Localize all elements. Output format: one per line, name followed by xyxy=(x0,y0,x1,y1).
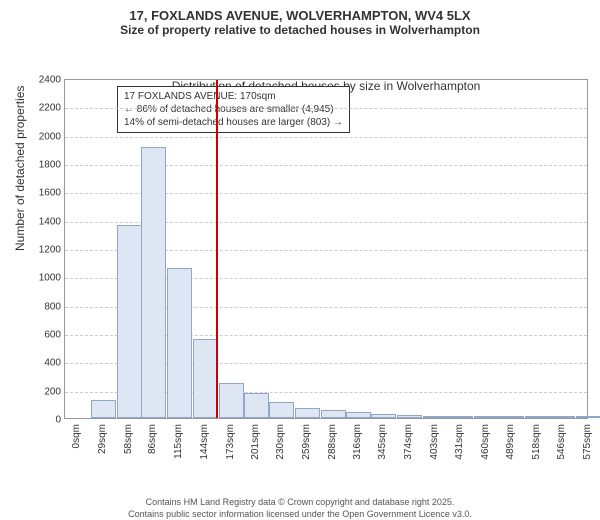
y-tick-label: 0 xyxy=(31,415,61,426)
histogram-bar xyxy=(576,416,600,418)
y-tick-label: 2200 xyxy=(31,103,61,114)
histogram-bar xyxy=(474,416,499,418)
plot-region: 17 FOXLANDS AVENUE: 170sqm ← 86% of deta… xyxy=(64,79,588,419)
y-tick-label: 1400 xyxy=(31,216,61,227)
y-tick-label: 2000 xyxy=(31,131,61,142)
chart-subtitle: Size of property relative to detached ho… xyxy=(10,23,590,37)
histogram-bar xyxy=(269,402,294,418)
histogram-bar xyxy=(499,416,524,418)
histogram-bar xyxy=(295,408,320,418)
histogram-bar xyxy=(141,147,166,418)
y-axis-label: Number of detached properties xyxy=(13,86,27,251)
footer-line1: Contains HM Land Registry data © Crown c… xyxy=(10,497,590,509)
chart-title: 17, FOXLANDS AVENUE, WOLVERHAMPTON, WV4 … xyxy=(10,8,590,23)
y-tick-label: 1200 xyxy=(31,245,61,256)
y-tick-label: 1000 xyxy=(31,273,61,284)
y-tick-label: 800 xyxy=(31,301,61,312)
annotation-line3: 14% of semi-detached houses are larger (… xyxy=(124,116,343,129)
annotation-box: 17 FOXLANDS AVENUE: 170sqm ← 86% of deta… xyxy=(117,86,350,133)
y-tick-label: 400 xyxy=(31,358,61,369)
marker-line xyxy=(216,80,218,418)
annotation-line1: 17 FOXLANDS AVENUE: 170sqm xyxy=(124,90,343,103)
histogram-bar xyxy=(91,400,116,418)
chart-container: 17, FOXLANDS AVENUE, WOLVERHAMPTON, WV4 … xyxy=(0,0,600,500)
histogram-bar xyxy=(423,416,448,418)
footer-line2: Contains public sector information licen… xyxy=(10,509,590,520)
annotation-line2: ← 86% of detached houses are smaller (4,… xyxy=(124,103,343,116)
chart-area: Number of detached properties 17 FOXLAND… xyxy=(64,79,588,449)
histogram-bar xyxy=(193,339,218,418)
histogram-bar xyxy=(321,410,346,418)
histogram-bar xyxy=(397,415,422,418)
footer-text: Contains HM Land Registry data © Crown c… xyxy=(10,497,590,520)
histogram-bar xyxy=(244,393,269,418)
y-tick-label: 1600 xyxy=(31,188,61,199)
histogram-bar xyxy=(525,416,550,418)
histogram-bar xyxy=(550,416,575,418)
y-tick-label: 2400 xyxy=(31,75,61,86)
gridline xyxy=(65,137,587,138)
histogram-bar xyxy=(371,414,396,418)
y-tick-label: 600 xyxy=(31,330,61,341)
histogram-bar xyxy=(117,225,142,418)
histogram-bar xyxy=(346,412,371,418)
histogram-bar xyxy=(219,383,244,418)
y-tick-label: 1800 xyxy=(31,160,61,171)
gridline xyxy=(65,108,587,109)
histogram-bar xyxy=(167,268,192,418)
y-tick-label: 200 xyxy=(31,386,61,397)
histogram-bar xyxy=(448,416,473,418)
